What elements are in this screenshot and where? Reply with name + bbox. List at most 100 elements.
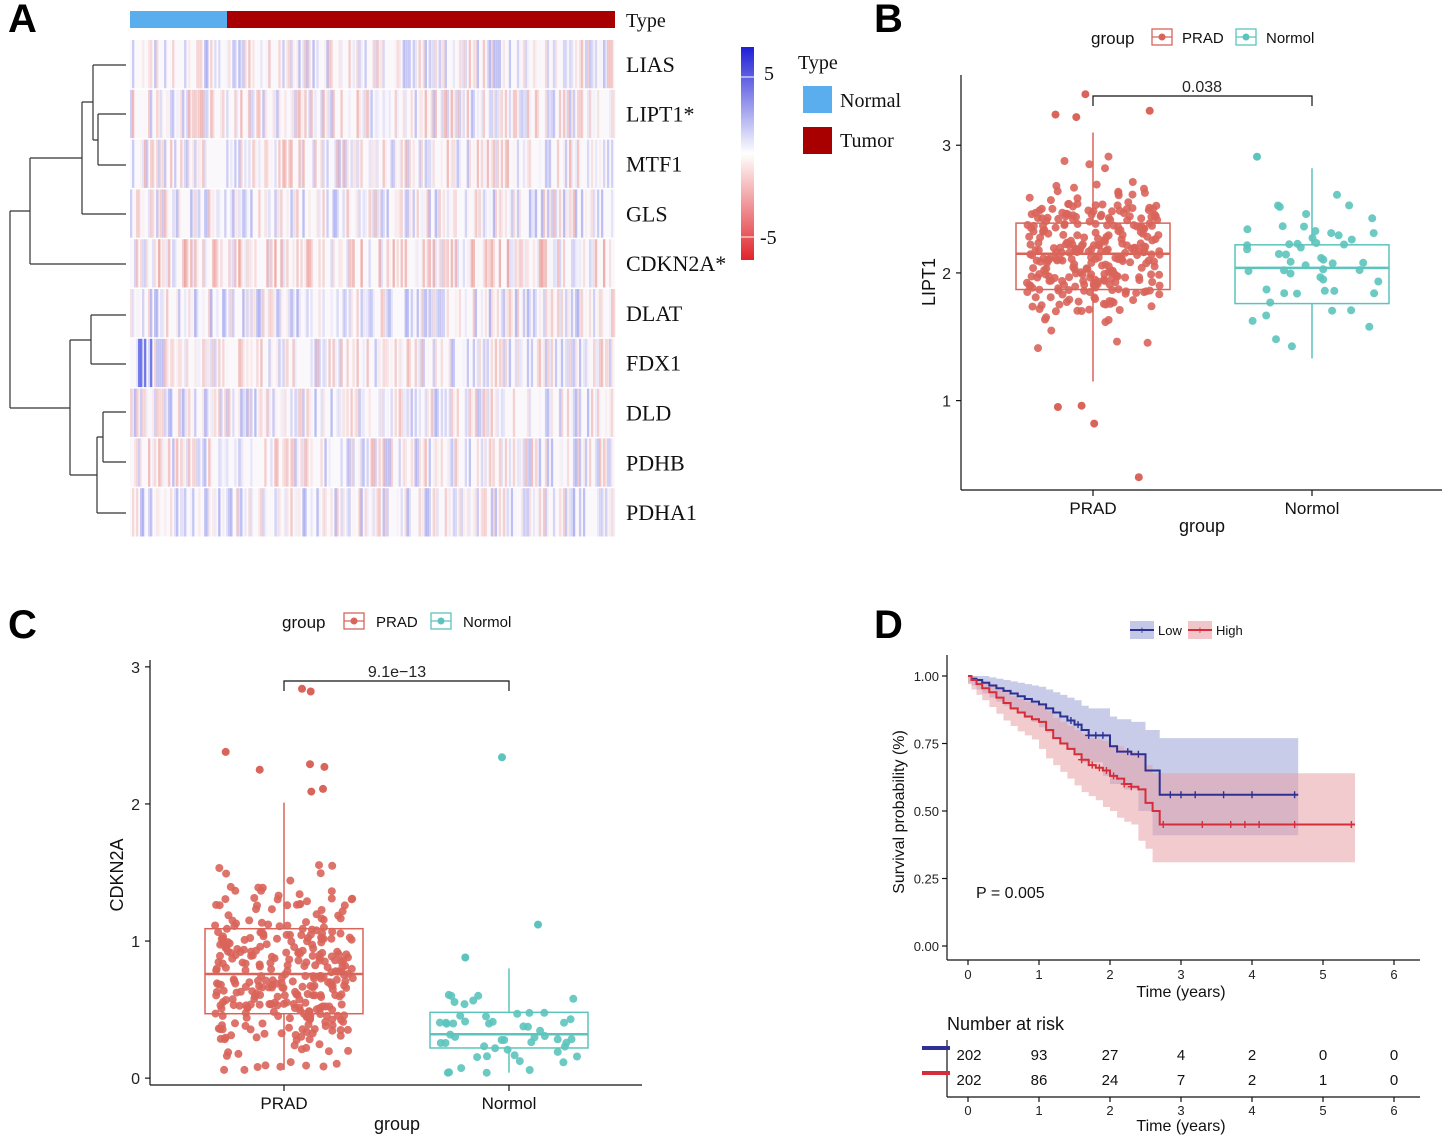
censor-mark xyxy=(1120,780,1128,788)
data-point xyxy=(1031,293,1040,302)
heatmap-cell xyxy=(498,239,502,288)
heatmap-cell xyxy=(252,289,255,338)
data-point xyxy=(483,1052,491,1061)
data-point xyxy=(1055,300,1064,309)
heatmap-cell xyxy=(190,89,193,139)
heatmap-cell xyxy=(142,189,145,238)
heatmap-cell xyxy=(214,239,217,288)
heatmap-cell xyxy=(320,89,323,139)
heatmap-cell xyxy=(610,438,614,487)
heatmap-cell xyxy=(304,239,307,288)
heatmap-cell xyxy=(610,40,614,89)
heatmap-cell xyxy=(449,189,451,237)
heatmap-cell xyxy=(538,338,542,388)
heatmap-cell xyxy=(594,438,598,487)
heatmap-cell xyxy=(362,89,365,139)
heatmap-cell xyxy=(206,40,209,89)
heatmap-cell xyxy=(204,139,207,188)
heatmap-cell xyxy=(158,239,161,288)
heatmap-cell xyxy=(164,239,167,288)
heatmap-cell xyxy=(558,239,562,288)
heatmap-cell xyxy=(414,89,417,139)
heatmap-cell xyxy=(550,189,554,238)
heatmap-cell xyxy=(322,189,325,238)
heatmap-cell xyxy=(268,388,271,437)
heatmap-cell xyxy=(546,89,550,139)
heatmap-cell xyxy=(154,40,157,89)
heatmap-cell xyxy=(192,89,195,139)
heatmap-cell xyxy=(162,438,165,487)
heatmap-cell xyxy=(454,438,457,487)
data-point xyxy=(1145,219,1154,228)
heatmap-cell xyxy=(330,388,333,437)
heatmap-cell xyxy=(564,89,568,139)
heatmap-cell xyxy=(482,338,486,388)
legend-label-prad-b: PRAD xyxy=(1182,30,1224,47)
x-tick-label-d: 4 xyxy=(1248,967,1255,982)
heatmap-cell xyxy=(178,388,181,437)
outlier-point xyxy=(306,760,314,769)
heatmap-cell xyxy=(138,388,141,437)
data-point xyxy=(280,991,289,1000)
heatmap-cell xyxy=(284,388,287,437)
heatmap-cell xyxy=(426,189,429,238)
heatmap-cell xyxy=(420,189,423,238)
heatmap-cell xyxy=(566,289,570,338)
heatmap-cell xyxy=(477,239,479,287)
heatmap-cell xyxy=(482,89,486,139)
heatmap-cell xyxy=(168,388,171,437)
heatmap-cell xyxy=(296,488,299,537)
heatmap-cell xyxy=(340,89,343,139)
heatmap-cell xyxy=(370,89,373,139)
heatmap-cell xyxy=(364,40,367,89)
heatmap-cell xyxy=(550,438,554,487)
heatmap-cell xyxy=(504,438,508,487)
heatmap-cell xyxy=(558,89,562,139)
data-point xyxy=(274,891,283,900)
heatmap-cell xyxy=(406,189,409,238)
heatmap-cell xyxy=(440,239,443,288)
gene-label-3: GLS xyxy=(626,201,668,226)
data-point xyxy=(228,916,237,925)
data-point xyxy=(322,1011,331,1020)
heatmap-cell xyxy=(160,338,163,388)
heatmap-cell xyxy=(474,488,478,537)
heatmap-cell xyxy=(613,89,616,139)
data-point xyxy=(525,1008,534,1017)
heatmap-cell xyxy=(410,289,413,338)
heatmap-cell xyxy=(440,289,443,338)
heatmap-cell xyxy=(448,388,451,437)
heatmap-cell xyxy=(554,239,558,288)
heatmap-cell xyxy=(344,189,346,237)
heatmap-cell xyxy=(572,239,576,288)
heatmap-cell xyxy=(590,189,594,238)
heatmap-cell xyxy=(330,488,333,537)
heatmap-cell xyxy=(264,89,267,139)
heatmap-cell xyxy=(142,289,145,338)
data-point xyxy=(267,905,276,914)
legend-key-dot-normol-c xyxy=(437,617,445,625)
heatmap-cell xyxy=(586,40,590,89)
heatmap-cell xyxy=(246,289,249,338)
heatmap-cell xyxy=(306,40,309,89)
heatmap-cell xyxy=(192,438,195,487)
risk-value: 7 xyxy=(1177,1072,1185,1089)
heatmap-cell xyxy=(546,289,550,338)
heatmap-cell xyxy=(276,338,279,388)
data-point xyxy=(1026,281,1035,290)
censor-mark xyxy=(1102,767,1110,774)
heatmap-cell xyxy=(534,89,538,139)
data-point xyxy=(270,954,279,963)
heatmap-cell xyxy=(586,338,590,388)
data-point xyxy=(1054,214,1063,223)
data-point xyxy=(253,901,261,910)
heatmap-cell xyxy=(310,389,312,437)
heatmap-cell xyxy=(410,438,413,487)
heatmap-cell xyxy=(368,388,371,437)
heatmap-cell xyxy=(314,388,317,437)
data-point xyxy=(1101,300,1110,309)
heatmap-cell xyxy=(464,40,467,89)
data-point xyxy=(1101,318,1110,327)
heatmap-cell xyxy=(498,40,502,89)
